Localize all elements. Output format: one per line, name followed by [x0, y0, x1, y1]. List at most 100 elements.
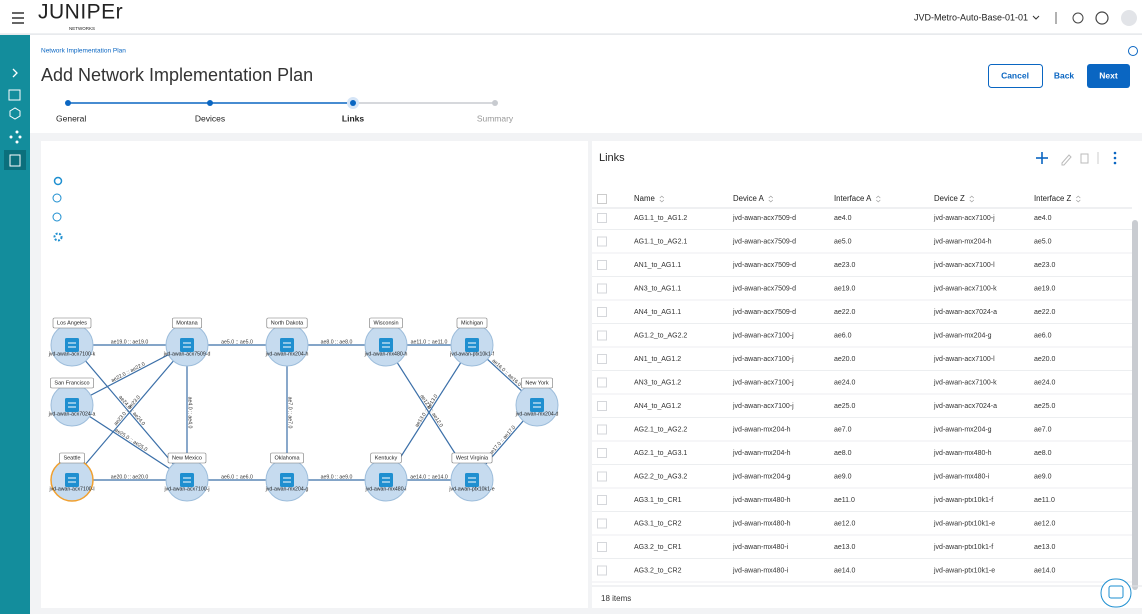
column-header[interactable]: Name [634, 194, 655, 203]
device-node[interactable]: Montana jvd-awan-acx7509-d [163, 317, 211, 367]
site-label-box [521, 377, 553, 389]
row-checkbox[interactable] [597, 471, 607, 482]
chat-button[interactable] [1100, 578, 1132, 608]
settings-icon[interactable] [1072, 12, 1084, 24]
row-checkbox[interactable] [597, 424, 607, 435]
zoom-in[interactable] [52, 193, 62, 203]
row-checkbox[interactable] [597, 260, 607, 270]
table-cell: AG3.1_to_CR2 [634, 520, 682, 527]
device-node[interactable]: Seattle jvd-awan-acx7100-l [49, 452, 95, 502]
table-cell: ae9.0 [834, 473, 852, 480]
step-label[interactable]: Links [342, 113, 364, 123]
site-label: West Virginia [456, 455, 489, 461]
zoom-out[interactable] [52, 212, 62, 222]
row-checkbox[interactable] [597, 377, 607, 388]
delete-button[interactable] [1080, 153, 1089, 164]
row-checkbox[interactable] [597, 401, 607, 411]
device-node[interactable]: Wisconsin jvd-awan-mx480-h [364, 317, 408, 367]
sidebar-expand[interactable] [12, 68, 18, 78]
back-button[interactable]: Back [1054, 70, 1075, 80]
table-cell: jvd-awan-mx480-h [732, 497, 791, 504]
table-cell: ae6.0 [1034, 332, 1052, 339]
step-label[interactable]: Devices [195, 113, 225, 123]
help-icon[interactable] [1095, 11, 1109, 25]
site-label: Seattle [63, 455, 80, 461]
node-icon-glyph [382, 477, 390, 483]
row-checkbox[interactable] [597, 236, 607, 247]
column-header[interactable]: Interface Z [1034, 194, 1072, 203]
row-checkbox[interactable] [597, 213, 607, 223]
column-header[interactable]: Device A [733, 194, 765, 203]
favorite-icon[interactable] [1128, 46, 1138, 56]
table-cell: jvd-awan-acx7100-j [933, 215, 995, 222]
sidebar-icon[interactable] [8, 89, 21, 101]
table-cell: jvd-awan-acx7509-d [732, 309, 796, 316]
device-node[interactable]: West Virginia jvd-awan-ptx10k1-e [448, 452, 495, 502]
sidebar-icon[interactable] [9, 107, 21, 120]
device-node[interactable]: New York jvd-awan-mx204-d [515, 377, 559, 427]
settings-control[interactable] [53, 232, 63, 242]
row-checkbox[interactable] [597, 354, 607, 364]
link-label: ae6.0 :: ae6.0 [221, 474, 253, 480]
cancel-label[interactable]: Cancel [1001, 70, 1029, 80]
sort-icon[interactable] [1076, 195, 1081, 203]
add-button[interactable] [1036, 152, 1048, 164]
menu-button[interactable] [12, 12, 24, 24]
site-label-box [370, 452, 402, 464]
table-cell: ae7.0 [834, 426, 852, 433]
step-label[interactable]: Summary [477, 113, 514, 123]
row-checkbox[interactable] [597, 495, 607, 505]
table-cell: ae24.0 [1034, 379, 1056, 386]
next-label[interactable]: Next [1099, 70, 1118, 80]
device-label: jvd-awan-acx7100-j [164, 486, 210, 492]
link-line [71, 404, 188, 481]
breadcrumb[interactable]: Network Implementation Plan [41, 48, 126, 55]
row-checkbox[interactable] [597, 565, 607, 576]
row-checkbox[interactable] [597, 307, 607, 317]
row-checkbox[interactable] [597, 542, 607, 552]
device-label: jvd-awan-mx204-d [515, 411, 559, 417]
row-checkbox[interactable] [597, 283, 607, 294]
row-checkbox[interactable] [597, 330, 607, 341]
sort-icon[interactable] [969, 195, 974, 203]
node-icon [465, 473, 479, 487]
row-checkbox[interactable] [597, 518, 607, 529]
table-cell: ae6.0 [834, 332, 852, 339]
device-node[interactable]: New Mexico jvd-awan-acx7100-j [164, 452, 210, 502]
user-avatar[interactable] [1121, 10, 1137, 26]
edit-button[interactable] [1061, 154, 1072, 166]
row-checkbox[interactable] [597, 448, 607, 458]
device-node[interactable]: North Dakota jvd-awan-mx204-h [265, 317, 309, 367]
step-label[interactable]: General [56, 113, 86, 123]
column-header[interactable]: Device Z [934, 194, 965, 203]
next-button[interactable] [1087, 64, 1130, 88]
sidebar-icon[interactable] [9, 130, 22, 144]
column-header[interactable]: Interface A [834, 194, 872, 203]
center-control[interactable] [53, 176, 63, 186]
table-cell: jvd-awan-acx7509-d [732, 262, 796, 269]
device-node[interactable]: Kentucky jvd-awan-mx480-i [364, 452, 408, 502]
sidebar-active[interactable] [4, 150, 26, 170]
node-icon-glyph [183, 342, 191, 348]
sort-icon[interactable] [876, 195, 881, 203]
node-icon [65, 398, 79, 412]
site-label: Michigan [461, 320, 483, 326]
device-node[interactable]: San Francisco jvd-awan-acx7024-a [48, 377, 96, 427]
org-selector[interactable]: JVD-Metro-Auto-Base-01-01 [914, 12, 1028, 22]
sort-icon[interactable] [768, 195, 773, 203]
header-checkbox[interactable] [597, 194, 607, 204]
device-node[interactable]: Michigan jvd-awan-ptx10k1-f [449, 317, 494, 367]
table-cell: jvd-awan-ptx10k1-f [933, 497, 993, 504]
logo-sub: NETWORKS [69, 26, 95, 31]
device-node[interactable]: Oklahoma jvd-awan-mx204-g [265, 452, 309, 502]
node-icon-glyph [468, 477, 476, 483]
node-icon [65, 338, 79, 352]
scrollbar[interactable] [1132, 220, 1138, 590]
device-label: jvd-awan-acx7100-l [49, 486, 95, 492]
device-label: jvd-awan-ptx10k1-f [449, 351, 494, 357]
device-node[interactable]: Los Angeles jvd-awan-acx7100-k [48, 317, 96, 367]
topology: ae19.0 :: ae19.0 ae5.0 :: ae5.0 ae8.0 :: a… [48, 317, 559, 502]
cancel-button[interactable] [988, 64, 1043, 88]
more-button[interactable] [1113, 151, 1117, 165]
sort-icon[interactable] [659, 195, 665, 203]
